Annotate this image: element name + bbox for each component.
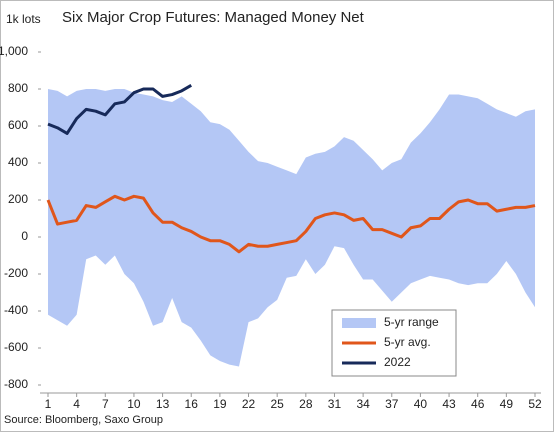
x-tick-label: 1 [45, 397, 52, 411]
x-tick-label: 25 [270, 397, 284, 411]
chart-title: Six Major Crop Futures: Managed Money Ne… [62, 9, 365, 26]
series-line [47, 84, 192, 135]
legend-label: 2022 [384, 355, 411, 369]
x-tick-label: 52 [528, 397, 542, 411]
x-tick-label: 13 [156, 397, 170, 411]
legend-swatch [342, 318, 376, 328]
x-tick-label: 31 [328, 397, 342, 411]
x-tick-label: 16 [185, 397, 199, 411]
x-tick-label: 4 [73, 397, 80, 411]
y-tick-label: 1,000 [0, 44, 28, 58]
x-tick-label: 46 [471, 397, 485, 411]
source: Source: Bloomberg, Saxo Group [4, 414, 163, 426]
x-tick-label: 28 [299, 397, 313, 411]
x-tick-label: 19 [213, 397, 227, 411]
y-tick-label: 800 [8, 81, 28, 95]
x-tick-label: 22 [242, 397, 256, 411]
legend-label: 5-yr range [384, 315, 439, 329]
y-tick-label: 600 [8, 118, 28, 132]
legend-label: 5-yr avg. [384, 335, 431, 349]
y-axis-label: 1k lots [6, 12, 41, 26]
x-tick-label: 37 [385, 397, 399, 411]
x-tick-label: 7 [102, 397, 109, 411]
x-tick-label: 49 [500, 397, 514, 411]
x-tick-label: 34 [356, 397, 370, 411]
y-tick-label: -800 [4, 377, 28, 391]
y-tick-label: -400 [4, 303, 28, 317]
y-tick-label: 0 [21, 229, 28, 243]
range-band [48, 89, 535, 367]
y-tick-label: 200 [8, 192, 28, 206]
series-line [46, 194, 536, 254]
x-tick-label: 43 [442, 397, 456, 411]
x-tick-label: 10 [127, 397, 141, 411]
y-tick-label: 400 [8, 155, 28, 169]
y-tick-label: -200 [4, 266, 28, 280]
y-tick-label: -600 [4, 340, 28, 354]
x-tick-label: 40 [414, 397, 428, 411]
